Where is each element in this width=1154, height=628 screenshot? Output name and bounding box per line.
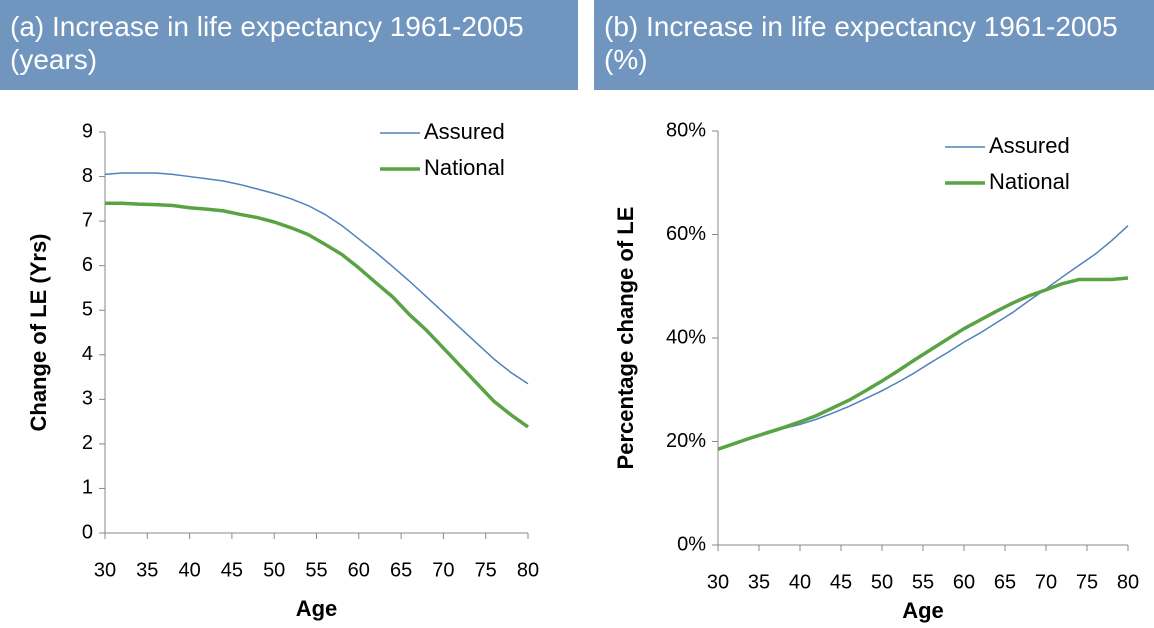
x-tick-label: 35 (136, 559, 158, 581)
x-tick-label: 55 (305, 559, 327, 581)
x-tick-label: 50 (263, 559, 285, 581)
line-series (717, 225, 1129, 450)
legend-label: Assured (424, 119, 505, 144)
y-tick-label: 7 (82, 209, 93, 231)
panel-title: (a) Increase in life expectancy 1961-200… (0, 0, 578, 90)
y-tick-label: 3 (82, 388, 93, 410)
y-tick-label: 80% (666, 119, 706, 141)
y-tick-label: 5 (82, 299, 93, 321)
x-tick-label: 80 (1117, 571, 1139, 593)
y-tick-label: 2 (82, 432, 93, 454)
panel-title: (b) Increase in life expectancy 1961-200… (594, 0, 1154, 90)
y-tick-label: 1 (82, 477, 93, 499)
x-tick-label: 65 (994, 571, 1016, 593)
x-axis-label: Age (296, 596, 338, 621)
x-tick-label: 75 (475, 559, 497, 581)
x-tick-label: 60 (953, 571, 975, 593)
line-series (104, 172, 529, 385)
y-tick-label: 0 (82, 521, 93, 543)
line-series (105, 201, 530, 429)
y-tick-label: 0% (677, 533, 706, 555)
y-tick-label: 4 (82, 343, 93, 365)
y-axis-label: Change of LE (Yrs) (26, 233, 51, 431)
x-tick-label: 40 (178, 559, 200, 581)
x-tick-label: 55 (912, 571, 934, 593)
y-tick-label: 8 (82, 165, 93, 187)
y-tick-label: 6 (82, 254, 93, 276)
x-tick-label: 60 (348, 559, 370, 581)
y-tick-label: 9 (82, 120, 93, 142)
x-tick-label: 80 (517, 559, 539, 581)
x-tick-label: 30 (707, 571, 729, 593)
line-series (717, 276, 1129, 451)
x-tick-label: 50 (871, 571, 893, 593)
x-tick-label: 65 (390, 559, 412, 581)
y-tick-label: 60% (666, 223, 706, 245)
x-axis-label: Age (902, 598, 944, 623)
x-tick-label: 30 (94, 559, 116, 581)
x-tick-label: 45 (830, 571, 852, 593)
x-tick-label: 40 (789, 571, 811, 593)
x-tick-label: 70 (1035, 571, 1057, 593)
x-tick-label: 70 (432, 559, 454, 581)
y-axis-label: Percentage change of LE (613, 207, 638, 470)
legend-label: National (424, 155, 505, 180)
y-tick-label: 40% (666, 326, 706, 348)
x-tick-label: 75 (1076, 571, 1098, 593)
x-tick-label: 35 (748, 571, 770, 593)
legend-label: Assured (989, 133, 1070, 158)
y-tick-label: 20% (666, 430, 706, 452)
x-tick-label: 45 (221, 559, 243, 581)
legend-label: National (989, 169, 1070, 194)
